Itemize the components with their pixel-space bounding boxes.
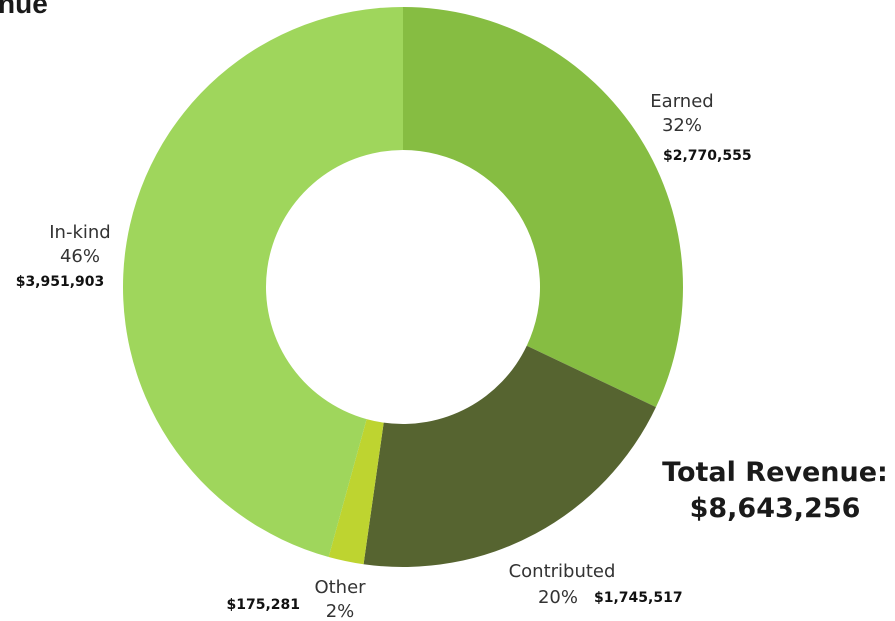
slice-value-contributed: $1,745,517 (594, 590, 683, 606)
slice-label-other: Other (314, 577, 366, 598)
total-revenue-label: Total Revenue: (662, 457, 888, 488)
donut-slice-other (328, 419, 384, 565)
slice-percent-earned: 32% (662, 115, 702, 136)
donut-slice-in-kind (122, 7, 403, 557)
donut-slice-contributed (363, 345, 656, 567)
slice-value-earned: $2,770,555 (663, 148, 752, 164)
slice-percent-contributed: 20% (538, 587, 578, 608)
slice-percent-in-kind: 46% (60, 246, 100, 267)
slice-label-earned: Earned (650, 91, 713, 112)
slice-value-other: $175,281 (226, 597, 300, 613)
slice-label-in-kind: In-kind (49, 222, 110, 243)
slice-value-in-kind: $3,951,903 (16, 274, 105, 290)
slice-percent-other: 2% (326, 601, 355, 621)
total-revenue-value: $8,643,256 (689, 493, 861, 524)
donut-slice-earned (403, 7, 684, 408)
chart-title: nue (0, 0, 48, 19)
total-revenue: Total Revenue: $8,643,256 (660, 455, 890, 527)
slice-label-contributed: Contributed (509, 561, 616, 582)
donut-slices (122, 7, 684, 567)
